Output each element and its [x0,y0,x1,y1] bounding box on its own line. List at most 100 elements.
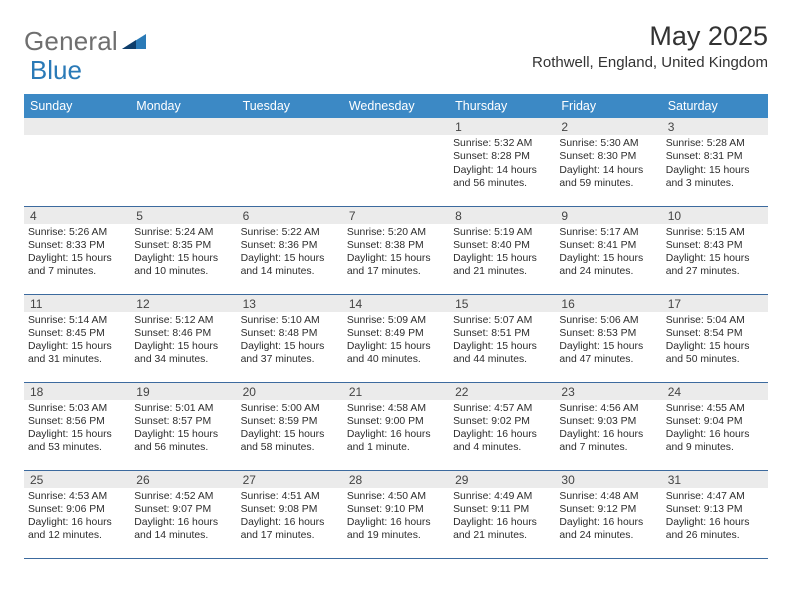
day-number: 19 [130,383,236,400]
daylight-line: Daylight: 16 hours and 24 minutes. [559,516,657,543]
day-details: Sunrise: 4:49 AMSunset: 9:11 PMDaylight:… [449,488,555,545]
day-details: Sunrise: 5:19 AMSunset: 8:40 PMDaylight:… [449,224,555,281]
sunset-line: Sunset: 9:11 PM [453,503,551,516]
sunset-line: Sunset: 8:43 PM [666,239,764,252]
day-number: 24 [662,383,768,400]
day-number: 29 [449,471,555,488]
day-details: Sunrise: 5:03 AMSunset: 8:56 PMDaylight:… [24,400,130,457]
weekday-header-row: Sunday Monday Tuesday Wednesday Thursday… [24,94,768,118]
day-number: 14 [343,295,449,312]
sunrise-line: Sunrise: 4:55 AM [666,402,764,415]
day-cell: 20Sunrise: 5:00 AMSunset: 8:59 PMDayligh… [237,382,343,470]
daylight-line: Daylight: 15 hours and 10 minutes. [134,252,232,279]
daylight-line: Daylight: 16 hours and 14 minutes. [134,516,232,543]
daylight-line: Daylight: 15 hours and 50 minutes. [666,340,764,367]
day-cell [130,118,236,206]
sunset-line: Sunset: 9:04 PM [666,415,764,428]
day-details: Sunrise: 5:30 AMSunset: 8:30 PMDaylight:… [555,135,661,192]
day-details: Sunrise: 5:28 AMSunset: 8:31 PMDaylight:… [662,135,768,192]
daylight-line: Daylight: 15 hours and 21 minutes. [453,252,551,279]
day-cell: 2Sunrise: 5:30 AMSunset: 8:30 PMDaylight… [555,118,661,206]
day-details: Sunrise: 5:24 AMSunset: 8:35 PMDaylight:… [130,224,236,281]
sunset-line: Sunset: 8:46 PM [134,327,232,340]
daylight-line: Daylight: 15 hours and 44 minutes. [453,340,551,367]
day-number: 10 [662,207,768,224]
sunrise-line: Sunrise: 5:28 AM [666,137,764,150]
sunset-line: Sunset: 8:31 PM [666,150,764,163]
day-cell: 1Sunrise: 5:32 AMSunset: 8:28 PMDaylight… [449,118,555,206]
day-number: 28 [343,471,449,488]
calendar-week-row: 11Sunrise: 5:14 AMSunset: 8:45 PMDayligh… [24,294,768,382]
day-cell: 12Sunrise: 5:12 AMSunset: 8:46 PMDayligh… [130,294,236,382]
sunset-line: Sunset: 8:57 PM [134,415,232,428]
day-cell: 19Sunrise: 5:01 AMSunset: 8:57 PMDayligh… [130,382,236,470]
day-number: 4 [24,207,130,224]
daylight-line: Daylight: 16 hours and 26 minutes. [666,516,764,543]
day-cell [343,118,449,206]
day-cell: 8Sunrise: 5:19 AMSunset: 8:40 PMDaylight… [449,206,555,294]
day-details: Sunrise: 5:06 AMSunset: 8:53 PMDaylight:… [555,312,661,369]
sunrise-line: Sunrise: 4:57 AM [453,402,551,415]
day-details: Sunrise: 4:53 AMSunset: 9:06 PMDaylight:… [24,488,130,545]
daylight-line: Daylight: 15 hours and 37 minutes. [241,340,339,367]
daylight-line: Daylight: 15 hours and 34 minutes. [134,340,232,367]
logo: General [24,26,146,57]
day-cell: 6Sunrise: 5:22 AMSunset: 8:36 PMDaylight… [237,206,343,294]
day-details: Sunrise: 4:57 AMSunset: 9:02 PMDaylight:… [449,400,555,457]
day-cell: 13Sunrise: 5:10 AMSunset: 8:48 PMDayligh… [237,294,343,382]
day-cell: 15Sunrise: 5:07 AMSunset: 8:51 PMDayligh… [449,294,555,382]
sunrise-line: Sunrise: 5:17 AM [559,226,657,239]
day-cell: 28Sunrise: 4:50 AMSunset: 9:10 PMDayligh… [343,470,449,558]
month-title: May 2025 [532,21,768,52]
daylight-line: Daylight: 14 hours and 56 minutes. [453,164,551,191]
calendar-week-row: 18Sunrise: 5:03 AMSunset: 8:56 PMDayligh… [24,382,768,470]
day-cell: 22Sunrise: 4:57 AMSunset: 9:02 PMDayligh… [449,382,555,470]
calendar-week-row: 25Sunrise: 4:53 AMSunset: 9:06 PMDayligh… [24,470,768,558]
day-number: 22 [449,383,555,400]
sunrise-line: Sunrise: 5:32 AM [453,137,551,150]
day-number [24,118,130,135]
day-details: Sunrise: 4:55 AMSunset: 9:04 PMDaylight:… [662,400,768,457]
sunrise-line: Sunrise: 4:49 AM [453,490,551,503]
day-cell: 4Sunrise: 5:26 AMSunset: 8:33 PMDaylight… [24,206,130,294]
daylight-line: Daylight: 15 hours and 53 minutes. [28,428,126,455]
weekday-header: Monday [130,94,236,118]
calendar-body: 1Sunrise: 5:32 AMSunset: 8:28 PMDaylight… [24,118,768,558]
sunrise-line: Sunrise: 5:14 AM [28,314,126,327]
day-details: Sunrise: 4:47 AMSunset: 9:13 PMDaylight:… [662,488,768,545]
sunrise-line: Sunrise: 5:20 AM [347,226,445,239]
daylight-line: Daylight: 15 hours and 24 minutes. [559,252,657,279]
day-cell: 16Sunrise: 5:06 AMSunset: 8:53 PMDayligh… [555,294,661,382]
day-details: Sunrise: 4:52 AMSunset: 9:07 PMDaylight:… [130,488,236,545]
sunset-line: Sunset: 8:40 PM [453,239,551,252]
day-cell: 24Sunrise: 4:55 AMSunset: 9:04 PMDayligh… [662,382,768,470]
sunrise-line: Sunrise: 5:03 AM [28,402,126,415]
day-number: 17 [662,295,768,312]
day-cell: 14Sunrise: 5:09 AMSunset: 8:49 PMDayligh… [343,294,449,382]
day-cell [237,118,343,206]
daylight-line: Daylight: 14 hours and 59 minutes. [559,164,657,191]
day-details: Sunrise: 4:58 AMSunset: 9:00 PMDaylight:… [343,400,449,457]
sunrise-line: Sunrise: 5:10 AM [241,314,339,327]
day-cell: 26Sunrise: 4:52 AMSunset: 9:07 PMDayligh… [130,470,236,558]
day-number: 9 [555,207,661,224]
sunset-line: Sunset: 8:33 PM [28,239,126,252]
daylight-line: Daylight: 15 hours and 27 minutes. [666,252,764,279]
sunset-line: Sunset: 8:36 PM [241,239,339,252]
sunset-line: Sunset: 8:30 PM [559,150,657,163]
daylight-line: Daylight: 16 hours and 7 minutes. [559,428,657,455]
title-block: May 2025 Rothwell, England, United Kingd… [532,21,768,71]
weekday-header: Tuesday [237,94,343,118]
sunrise-line: Sunrise: 4:47 AM [666,490,764,503]
day-cell: 23Sunrise: 4:56 AMSunset: 9:03 PMDayligh… [555,382,661,470]
day-cell: 30Sunrise: 4:48 AMSunset: 9:12 PMDayligh… [555,470,661,558]
sunset-line: Sunset: 8:28 PM [453,150,551,163]
day-number: 26 [130,471,236,488]
daylight-line: Daylight: 16 hours and 19 minutes. [347,516,445,543]
sunset-line: Sunset: 8:49 PM [347,327,445,340]
sunset-line: Sunset: 8:54 PM [666,327,764,340]
day-cell: 29Sunrise: 4:49 AMSunset: 9:11 PMDayligh… [449,470,555,558]
sunrise-line: Sunrise: 4:56 AM [559,402,657,415]
day-cell: 18Sunrise: 5:03 AMSunset: 8:56 PMDayligh… [24,382,130,470]
daylight-line: Daylight: 16 hours and 4 minutes. [453,428,551,455]
